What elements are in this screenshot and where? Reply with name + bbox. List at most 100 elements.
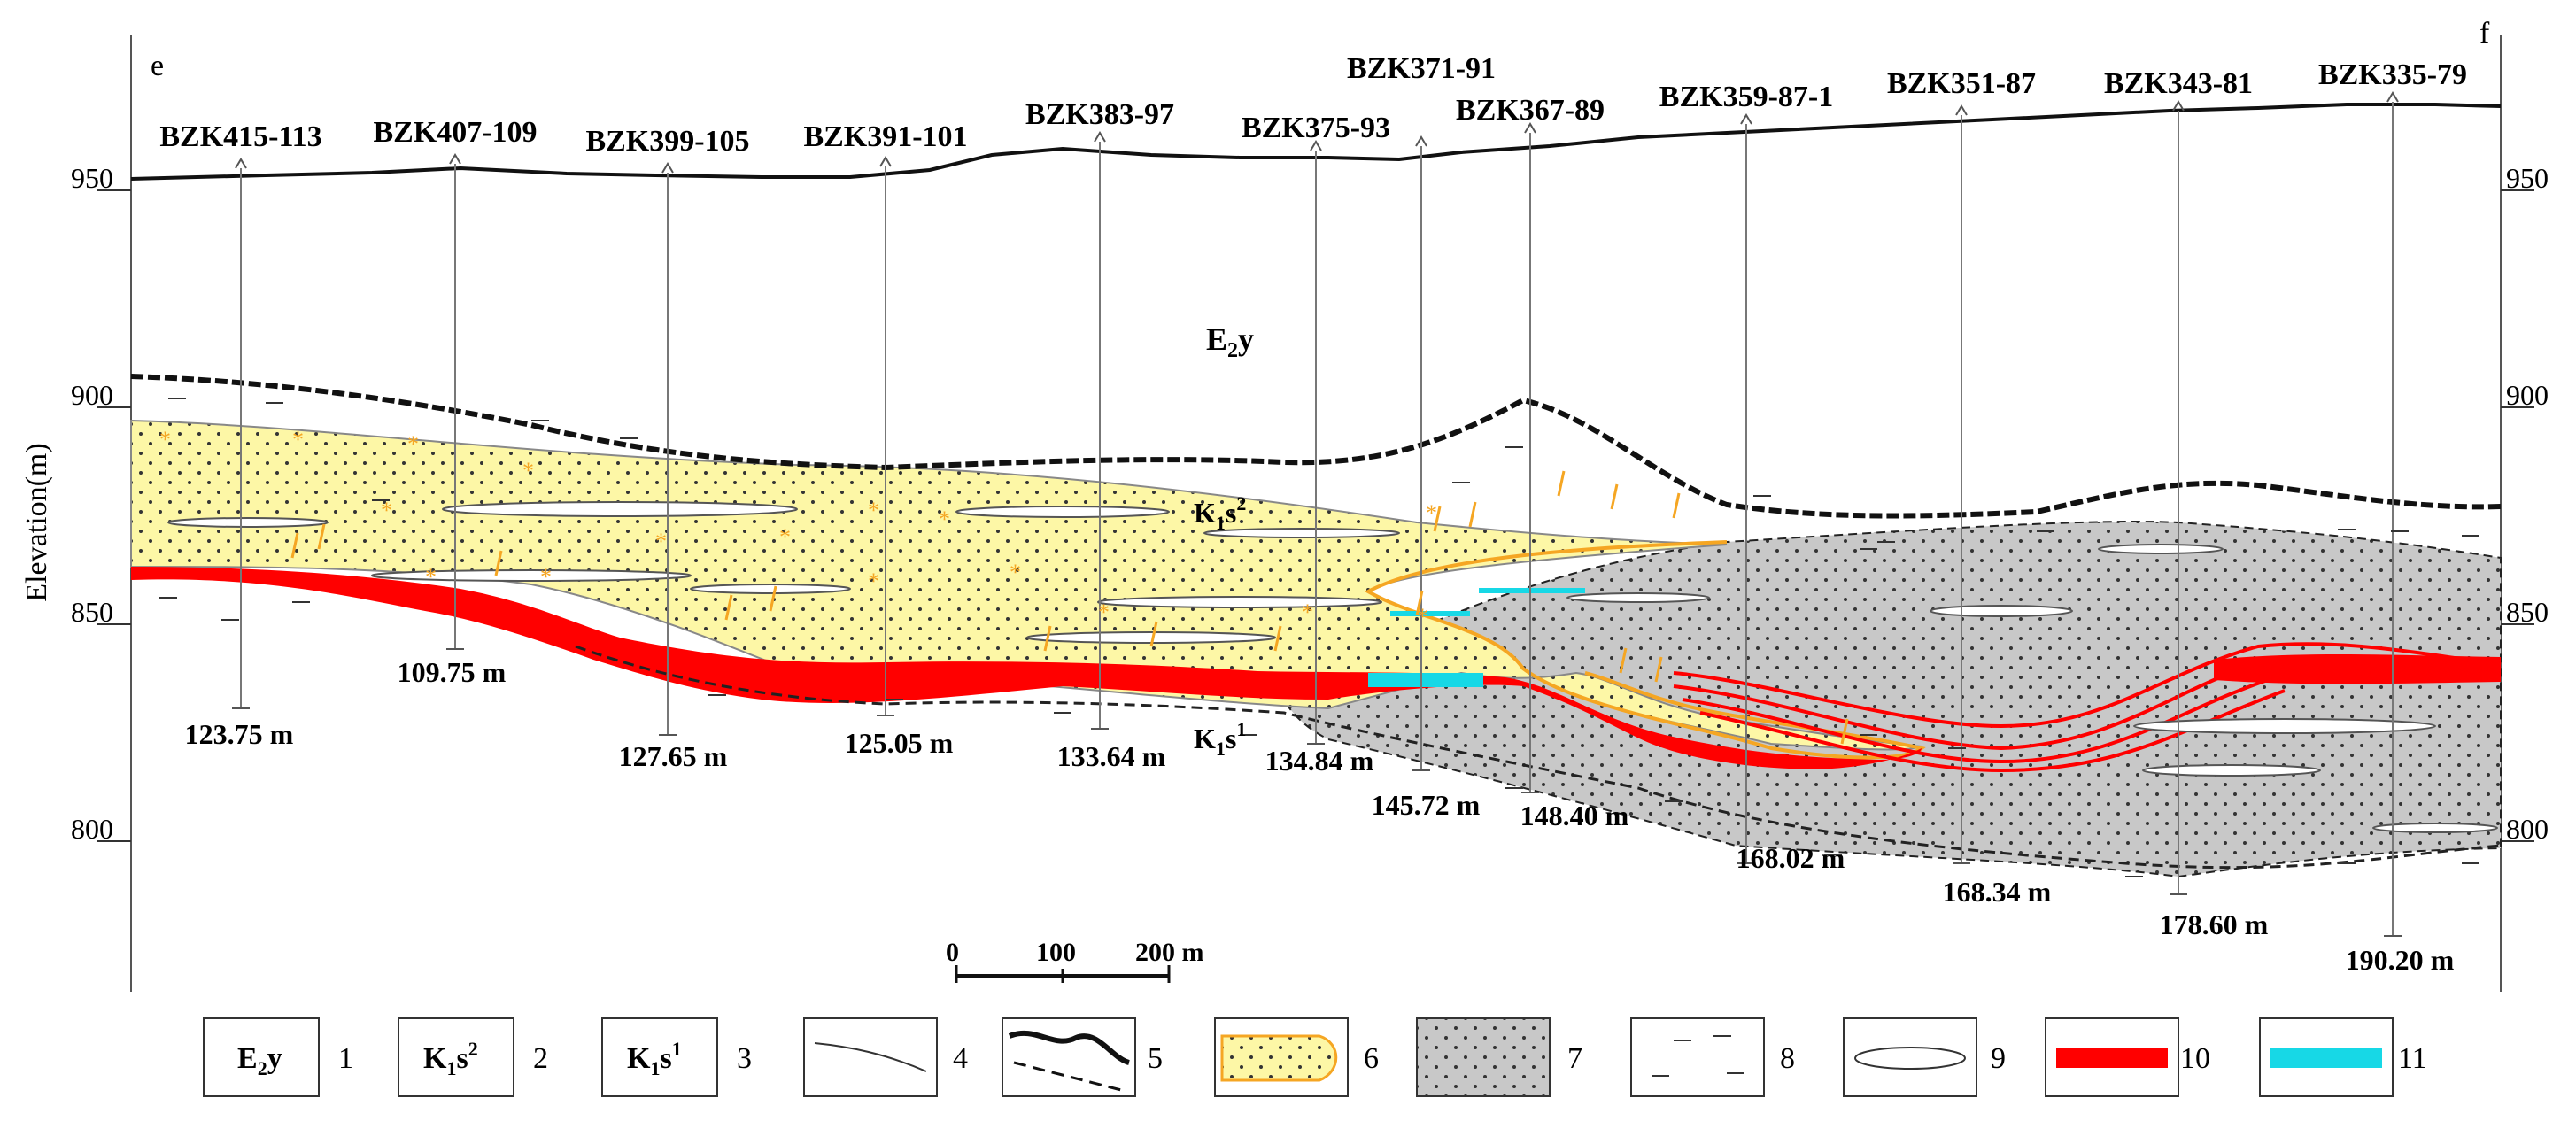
corner-label-f: f — [2479, 17, 2490, 50]
alteration-star-mark: * — [939, 506, 950, 532]
legend-item-11-number: 11 — [2398, 1042, 2427, 1075]
tick-900-left: 900 — [71, 379, 113, 411]
alteration-star-mark: * — [425, 564, 437, 590]
alteration-star-mark: * — [868, 568, 879, 594]
alteration-tick — [1468, 501, 1477, 528]
scale-label-200: 200 m — [1135, 938, 1204, 967]
tick-900-right: 900 — [2506, 379, 2549, 411]
alteration-tick — [1433, 506, 1442, 532]
legend-item-3-symbol: K1s1 — [627, 1038, 682, 1079]
legend-item-3-number: 3 — [737, 1042, 752, 1075]
left-ticks: 950 900 850 800 — [71, 162, 131, 845]
legend-item-1-number: 1 — [338, 1042, 353, 1075]
borehole-depth: 109.75 m — [398, 656, 507, 688]
unit-label-k1s1: K1s1 — [1194, 718, 1246, 760]
legend-item-4-number: 4 — [953, 1042, 968, 1075]
alteration-star-mark: * — [407, 431, 419, 457]
borehole-depth: 190.20 m — [2346, 944, 2455, 976]
alteration-star-mark: * — [159, 427, 171, 452]
alteration-tick — [1043, 625, 1052, 652]
corner-label-e: e — [151, 50, 164, 82]
borehole-name: BZK383-97 — [1025, 98, 1174, 131]
borehole-name: BZK351-87 — [1887, 67, 2036, 100]
borehole-name: BZK367-89 — [1456, 94, 1605, 127]
alteration-star-mark: * — [540, 564, 552, 590]
borehole-collar-marker — [1955, 104, 1968, 116]
ore-body-main — [131, 567, 1922, 769]
legend-item-2-number: 2 — [533, 1042, 548, 1075]
alteration-star-mark: * — [868, 498, 879, 523]
alteration-tick — [1149, 621, 1158, 647]
alteration-star-mark: * — [292, 427, 304, 452]
alteration-tick — [1610, 483, 1619, 510]
scale-label-100: 100 — [1036, 938, 1076, 967]
cyan-layer-2 — [1479, 588, 1585, 593]
alteration-star-mark: * — [655, 529, 667, 554]
borehole-depth: 168.34 m — [1943, 876, 2052, 908]
legend-item-5-number: 5 — [1148, 1042, 1163, 1075]
alteration-tick — [494, 550, 503, 576]
alteration-tick — [1273, 625, 1282, 652]
alteration-star-mark: * — [1417, 604, 1428, 630]
borehole-depth: 148.40 m — [1520, 800, 1629, 831]
borehole-name: BZK399-105 — [585, 125, 749, 158]
borehole-name: BZK407-109 — [373, 116, 537, 149]
borehole-collar-marker — [449, 153, 461, 165]
borehole-depth: 145.72 m — [1372, 789, 1481, 821]
alteration-tick — [1619, 647, 1628, 674]
alteration-tick — [724, 594, 733, 621]
borehole-name: BZK391-101 — [803, 120, 967, 153]
borehole-collar-marker — [1740, 113, 1752, 125]
borehole-collar-marker — [1524, 122, 1536, 134]
legend-item-9-number: 9 — [1991, 1042, 2006, 1075]
legend-item-10-number: 10 — [2180, 1042, 2210, 1075]
legend-item-2-symbol: K1s2 — [423, 1038, 478, 1079]
borehole-name: BZK343-81 — [2104, 67, 2253, 100]
gray-sandstone-body — [1282, 521, 2502, 878]
ore-body-right-bulge — [2214, 653, 2501, 684]
borehole-collar-marker — [2386, 91, 2399, 103]
unconformity-line — [130, 374, 2502, 519]
legend: E2y 1 K1s2 2 K1s1 3 4 5 6 7 8 9 — [203, 1017, 2427, 1097]
borehole-collar-marker — [1415, 135, 1427, 147]
borehole-collar-marker — [2172, 100, 2185, 112]
alteration-star-mark: * — [779, 524, 791, 550]
borehole-depth: 125.05 m — [845, 727, 954, 759]
k1s1-base-dashed-line — [575, 645, 2502, 870]
ground-surface-line — [130, 103, 2502, 181]
unit-label-k1s2: K1s2 — [1194, 492, 1246, 534]
tick-800-right: 800 — [2506, 813, 2549, 845]
scale-bar: 0 100 200 m — [946, 938, 1204, 983]
alteration-tick — [1557, 470, 1566, 497]
borehole-name: BZK371-91 — [1347, 52, 1496, 85]
legend-item-7-number: 7 — [1567, 1042, 1582, 1075]
borehole-group: BZK415-113 123.75 m BZK407-109 109.75 m BZK3… — [159, 52, 2479, 976]
unit-label-e2y: E2y — [1206, 321, 1254, 362]
borehole-name: BZK335-79 — [2318, 58, 2467, 91]
legend-item-1-symbol: E2y — [237, 1042, 282, 1079]
legend-item-8-number: 8 — [1780, 1042, 1795, 1075]
alteration-tick — [290, 532, 299, 559]
mudstone-lenses — [167, 501, 2498, 833]
borehole-name: BZK375-93 — [1242, 112, 1390, 144]
borehole-depth: 133.64 m — [1057, 740, 1166, 772]
alteration-star-mark: * — [1010, 560, 1021, 585]
borehole-name: BZK415-113 — [159, 120, 321, 153]
tick-950-left: 950 — [71, 162, 113, 194]
borehole-depth: 168.02 m — [1737, 842, 1845, 874]
tick-800-left: 800 — [71, 813, 113, 845]
y-axis-label: Elevation(m) — [20, 443, 53, 601]
borehole-collar-marker — [661, 162, 674, 174]
tick-850-right: 850 — [2506, 596, 2549, 628]
sand-tongue-outline — [1364, 540, 1926, 760]
tick-850-left: 850 — [71, 596, 113, 628]
borehole-collar-marker — [1310, 140, 1322, 151]
borehole-collar-marker — [879, 156, 892, 167]
tick-950-right: 950 — [2506, 162, 2549, 194]
borehole-name: BZK359-87-1 — [1659, 81, 1833, 113]
alteration-star-mark: * — [1098, 599, 1110, 625]
borehole-collar-marker — [235, 158, 247, 169]
right-ticks: 950 900 850 800 — [2501, 162, 2549, 845]
